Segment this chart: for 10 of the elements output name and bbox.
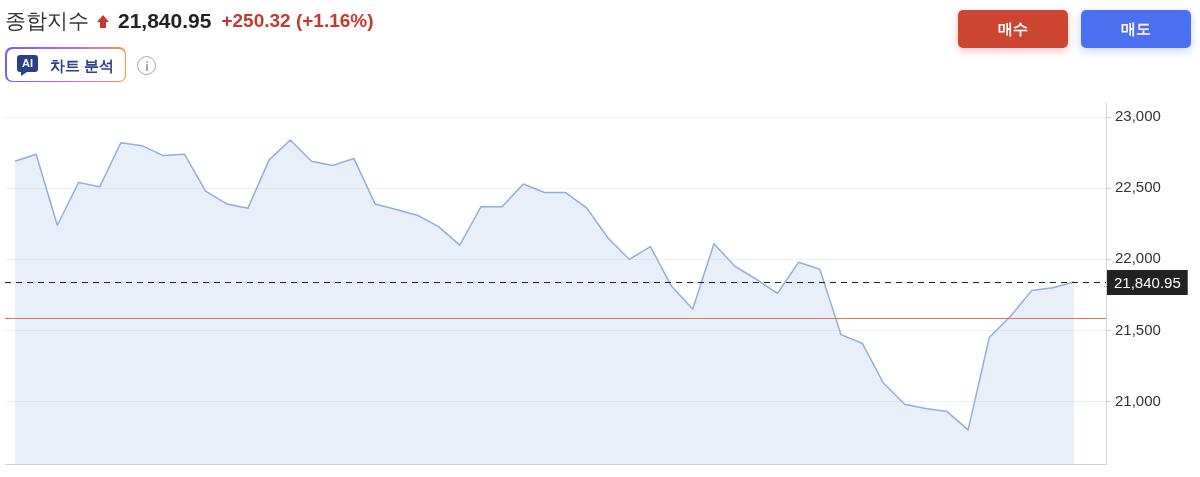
y-tick-label: 23,000 (1115, 107, 1161, 125)
ref-line-label: 21,840.95 (1114, 273, 1181, 291)
y-tick-label: 21,500 (1115, 320, 1161, 338)
y-tick-label: 22,500 (1115, 178, 1161, 196)
text: 차트 분석 (50, 56, 115, 76)
chart-title: 종합지수 (5, 8, 89, 34)
text: 21,840.95 (118, 9, 212, 33)
y-tick-label: 21,000 (1115, 391, 1161, 409)
text: +250.32 (+1.16%) (221, 10, 374, 32)
y-tick-label: 22,000 (1115, 249, 1161, 267)
